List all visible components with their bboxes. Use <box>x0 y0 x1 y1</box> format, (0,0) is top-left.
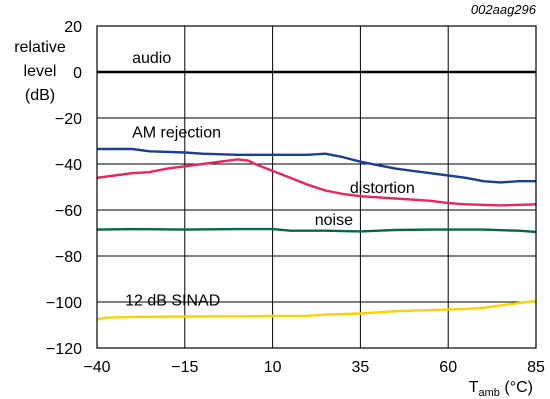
x-tick-labels: −40 −15 10 35 60 85 <box>83 359 545 376</box>
y-axis-label-line-1: relative <box>14 39 66 56</box>
y-tick-label: −20 <box>55 111 82 128</box>
x-axis-label-subscript: amb <box>479 387 500 399</box>
y-tick-label: 20 <box>64 19 82 36</box>
x-tick-label: 60 <box>439 359 457 376</box>
series-label-12-db-sinad: 12 dB SINAD <box>125 292 220 309</box>
x-axis-label: Tamb (°C) <box>469 379 533 399</box>
series-labels: audio AM rejection distortion noise 12 dB SI… <box>125 50 415 310</box>
x-axis-label-main: T <box>469 379 479 396</box>
y-tick-labels: 20 0 −20 −40 −60 −80 −100 −120 <box>46 19 82 358</box>
series-line-noise <box>96 227 537 234</box>
y-tick-label: −60 <box>55 203 82 220</box>
series-group <box>96 70 537 321</box>
x-tick-label: 10 <box>264 359 282 376</box>
x-tick-label: 35 <box>352 359 370 376</box>
series-label-distortion: distortion <box>350 180 415 197</box>
y-axis-label-line-3: (dB) <box>25 87 55 104</box>
x-tick-label: −15 <box>171 359 198 376</box>
series-line-12-db-sinad <box>96 299 537 321</box>
x-axis-label-unit: (°C) <box>500 379 533 396</box>
y-tick-label: −80 <box>55 249 82 266</box>
y-tick-label: 0 <box>73 65 82 82</box>
figure-reference: 002aag296 <box>471 2 537 17</box>
x-tick-label: −40 <box>83 359 110 376</box>
series-label-am-rejection: AM rejection <box>132 125 221 142</box>
series-line-am-rejection <box>97 147 536 184</box>
y-axis-label-line-2: level <box>24 63 57 80</box>
series-label-noise: noise <box>315 212 353 229</box>
series-label-audio: audio <box>132 50 171 67</box>
y-tick-label: −40 <box>55 157 82 174</box>
y-tick-label: −100 <box>46 295 82 312</box>
series-line-distortion <box>96 158 537 207</box>
y-tick-label: −120 <box>46 341 82 358</box>
plot-frame <box>96 25 537 349</box>
x-tick-label: 85 <box>527 359 545 376</box>
